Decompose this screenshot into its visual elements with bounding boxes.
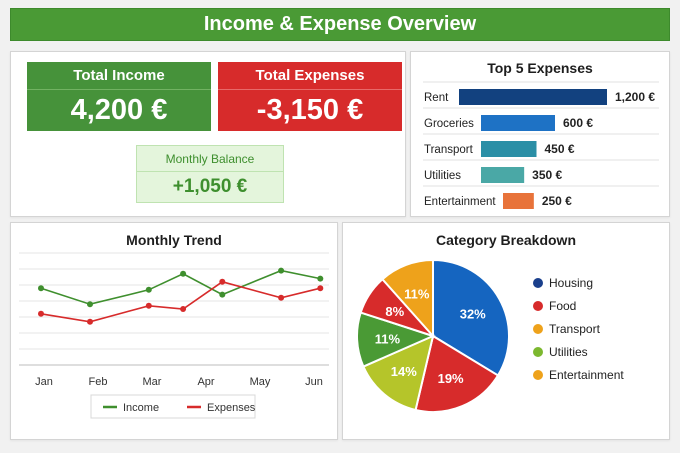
category-breakdown-panel: Category Breakdown 32% 19% 14% 11% 8% 11% Hous… [342, 222, 670, 440]
category-label-4: Entertainment [424, 196, 496, 208]
category-label-2: Transport [424, 144, 474, 156]
point-income-5 [278, 267, 285, 274]
legend-label-0: Housing [549, 276, 593, 290]
legend-dot-2 [533, 324, 543, 334]
trend-legend [90, 394, 256, 419]
monthly-balance-value: +1,050 € [172, 176, 248, 197]
legend-dot-1 [533, 301, 543, 311]
top-expenses-panel: Top 5 Expenses Rent 1,200 € Groceries 600 €… [410, 51, 670, 217]
legend-dot-0 [533, 278, 543, 288]
monthly-trend-title: Monthly Trend [126, 232, 222, 248]
pie-slice-1 [414, 334, 500, 413]
legend-label-2: Transport [549, 322, 601, 336]
monthly-trend-chart: Jan Feb Mar Apr May Jun Income Expenses [19, 252, 329, 419]
expense-value-4: 250 € [542, 194, 572, 208]
legend-label-1: Food [549, 299, 576, 313]
legend-label-3: Utilities [549, 345, 588, 359]
series-line-income [40, 269, 321, 306]
monthly-balance-label: Monthly Balance [137, 146, 283, 172]
total-income-card: Total Income 4,200 € [27, 62, 211, 131]
expense-value-1: 600 € [563, 116, 593, 130]
legend-label-expenses: Expenses [207, 402, 256, 414]
top-expenses-chart: Rent 1,200 € Groceries 600 € Transport 450 € U… [423, 81, 659, 209]
x-tick-label-0: Jan [35, 376, 53, 388]
pie-slice-2 [362, 334, 435, 412]
point-income-1 [87, 301, 93, 308]
total-expenses-value: -3,150 € [256, 94, 364, 126]
pie-slice-label-5: 11% [404, 286, 430, 301]
category-label-0: Rent [424, 92, 449, 104]
total-expenses-card: Total Expenses -3,150 € [218, 62, 402, 131]
pie-slice-label-1: 19% [438, 371, 464, 386]
expense-bar-4 [503, 193, 534, 209]
expense-value-0: 1,200 € [615, 90, 655, 104]
point-income-4 [219, 291, 226, 298]
point-expenses-1 [87, 318, 93, 325]
total-income-label: Total Income [27, 62, 211, 90]
point-expenses-2 [145, 302, 152, 309]
point-expenses-4 [219, 278, 226, 285]
category-label-1: Groceries [424, 118, 474, 130]
total-expenses-label: Total Expenses [218, 62, 402, 90]
expense-value-3: 350 € [532, 168, 562, 182]
top-expenses-title: Top 5 Expenses [487, 60, 593, 76]
point-expenses-3 [180, 306, 187, 312]
legend-label-income: Income [123, 402, 159, 414]
legend-label-4: Entertainment [549, 368, 624, 382]
summary-panel: Total Income 4,200 € Total Expenses -3,1… [10, 51, 406, 217]
total-income-value: 4,200 € [70, 94, 168, 126]
monthly-trend-panel: Monthly Trend Jan Feb Mar Apr May Jun Income Ex… [10, 222, 338, 440]
point-expenses-5 [278, 294, 285, 301]
expense-value-2: 450 € [545, 142, 575, 156]
pie-slice-label-3: 11% [375, 331, 401, 346]
pie-slice-label-2: 14% [391, 364, 417, 379]
point-expenses-6 [317, 285, 324, 292]
category-breakdown-title: Category Breakdown [435, 232, 577, 248]
point-income-2 [145, 286, 152, 293]
x-tick-label-4: May [250, 376, 271, 388]
category-breakdown-chart: 32%19%14%11%8%11%HousingFoodTransportUti… [356, 258, 624, 413]
x-tick-label-1: Feb [89, 376, 108, 388]
expense-bar-1 [481, 115, 555, 131]
point-income-3 [180, 270, 187, 277]
pie-slice-label-0: 32% [460, 307, 486, 322]
x-tick-label-5: Jun [305, 376, 323, 388]
x-tick-label-2: Mar [143, 376, 162, 388]
pie-slice-label-4: 8% [385, 304, 404, 319]
x-tick-label-3: Apr [197, 376, 214, 388]
pie-slice-5 [381, 258, 434, 339]
monthly-balance-card: Monthly Balance +1,050 € [136, 145, 284, 203]
legend-dot-3 [533, 347, 543, 357]
expense-bar-0 [459, 89, 607, 105]
dashboard-title: Income & Expense Overview [10, 8, 670, 41]
point-expenses-0 [38, 310, 44, 317]
expense-bar-2 [481, 141, 537, 157]
expense-bar-3 [481, 167, 525, 183]
legend-dot-4 [533, 370, 543, 380]
category-label-3: Utilities [424, 170, 461, 182]
point-income-0 [38, 285, 44, 292]
point-income-6 [317, 275, 324, 282]
